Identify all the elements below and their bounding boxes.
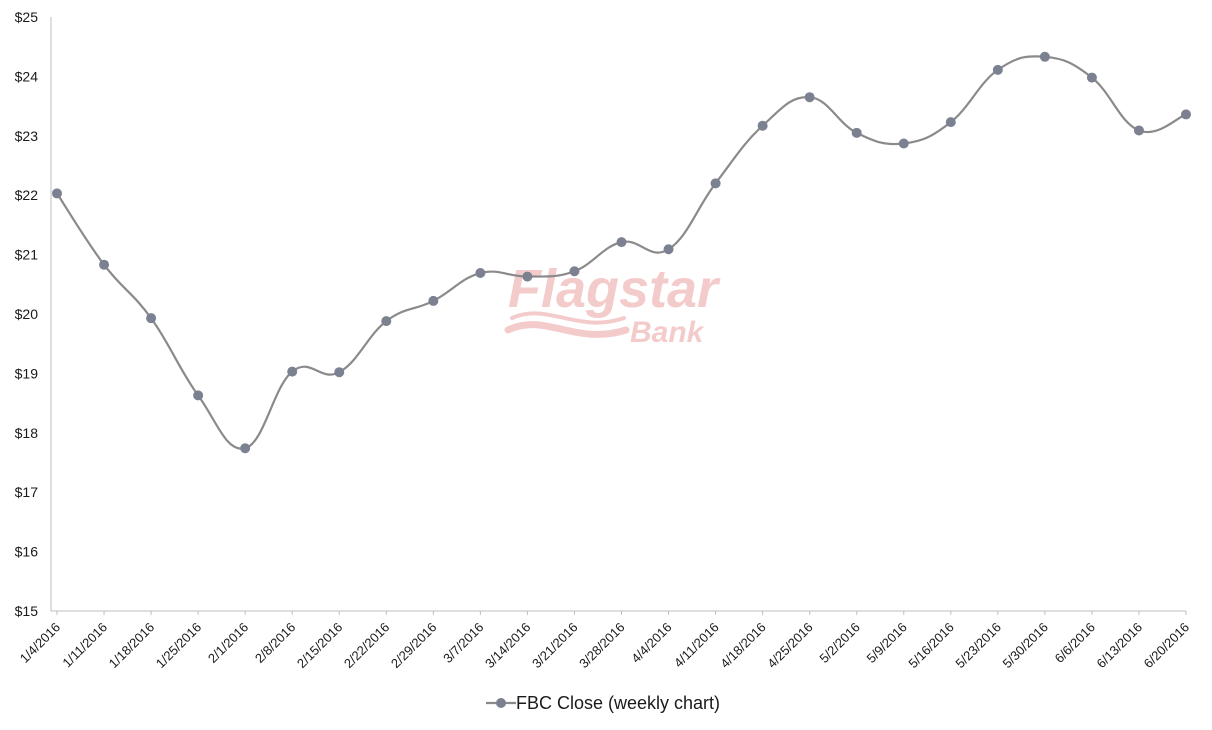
x-tick-label: 5/23/2016 bbox=[952, 620, 1004, 672]
data-point bbox=[945, 117, 956, 128]
data-point bbox=[616, 237, 627, 248]
y-tick-label: $16 bbox=[15, 544, 39, 560]
x-tick-label: 4/25/2016 bbox=[764, 620, 816, 672]
x-tick-label: 6/13/2016 bbox=[1094, 620, 1146, 672]
watermark-sub-text: Bank bbox=[630, 316, 705, 349]
y-tick-label: $19 bbox=[15, 365, 39, 381]
y-axis-ticks: $15 $16 $17 $18 $19 $20 $21 $22 $23 $24 $25 bbox=[15, 9, 39, 619]
x-tick-label: 2/8/2016 bbox=[252, 620, 298, 666]
watermark-wave-icon bbox=[504, 321, 630, 338]
data-point bbox=[804, 92, 815, 103]
data-point bbox=[663, 244, 674, 255]
data-point bbox=[193, 390, 204, 401]
data-point bbox=[569, 266, 580, 277]
y-tick-label: $15 bbox=[15, 603, 39, 619]
x-tick-label: 1/25/2016 bbox=[153, 620, 205, 672]
x-tick-label: 3/14/2016 bbox=[482, 620, 534, 672]
y-tick-label: $18 bbox=[15, 425, 39, 441]
x-tick-label: 6/6/2016 bbox=[1052, 620, 1098, 666]
data-point bbox=[1133, 125, 1144, 136]
data-point bbox=[428, 295, 439, 306]
y-tick-label: $22 bbox=[15, 187, 39, 203]
x-tick-label: 5/2/2016 bbox=[816, 620, 862, 666]
data-point bbox=[52, 188, 62, 199]
data-point bbox=[475, 268, 486, 279]
y-tick-label: $17 bbox=[15, 484, 39, 500]
y-tick-label: $25 bbox=[15, 9, 39, 25]
x-tick-label: 3/28/2016 bbox=[576, 620, 628, 672]
series-layer bbox=[52, 51, 1191, 454]
x-tick-label: 6/20/2016 bbox=[1141, 620, 1193, 672]
data-point bbox=[381, 316, 392, 327]
y-tick-label: $21 bbox=[15, 247, 39, 263]
flagstar-bank-watermark: Flagstar Bank bbox=[504, 259, 721, 349]
x-tick-label: 4/11/2016 bbox=[671, 620, 722, 671]
data-point bbox=[898, 138, 909, 149]
data-point bbox=[334, 367, 345, 378]
x-tick-label: 5/9/2016 bbox=[863, 620, 909, 666]
x-tick-label: 1/11/2016 bbox=[59, 620, 110, 671]
x-tick-label: 4/18/2016 bbox=[717, 620, 769, 672]
legend: FBC Close (weekly chart) bbox=[486, 693, 720, 713]
y-tick-label: $24 bbox=[15, 68, 39, 84]
data-point bbox=[240, 443, 251, 454]
data-point bbox=[851, 127, 862, 138]
data-point bbox=[146, 313, 157, 324]
x-tick-label: 4/4/2016 bbox=[628, 620, 674, 666]
x-tick-label: 1/18/2016 bbox=[106, 620, 158, 672]
y-tick-label: $20 bbox=[15, 306, 39, 322]
data-point bbox=[1039, 51, 1050, 62]
data-point bbox=[710, 178, 721, 189]
data-point bbox=[992, 64, 1003, 75]
chart-axes bbox=[50, 17, 1186, 612]
x-tick-label: 1/4/2016 bbox=[17, 620, 63, 666]
watermark-brand-text: Flagstar bbox=[508, 259, 721, 319]
data-point bbox=[99, 259, 110, 270]
x-tick-label: 3/21/2016 bbox=[529, 620, 581, 672]
data-point bbox=[1181, 109, 1191, 120]
watermark-wave-icon-2 bbox=[510, 311, 626, 325]
series-line bbox=[56, 55, 1187, 450]
y-tick-label: $23 bbox=[15, 128, 39, 144]
data-point bbox=[287, 366, 298, 377]
x-tick-label: 2/1/2016 bbox=[205, 620, 251, 666]
data-point bbox=[1086, 72, 1097, 83]
x-tick-label: 2/15/2016 bbox=[294, 620, 346, 672]
data-point bbox=[522, 271, 533, 282]
data-point bbox=[757, 120, 768, 131]
x-tick-label: 2/22/2016 bbox=[341, 620, 393, 672]
legend-label: FBC Close (weekly chart) bbox=[516, 693, 720, 713]
x-tick-label: 3/7/2016 bbox=[440, 620, 486, 666]
x-tick-label: 5/30/2016 bbox=[999, 620, 1051, 672]
x-tick-label: 2/29/2016 bbox=[388, 620, 440, 672]
legend-marker-icon bbox=[496, 698, 506, 708]
x-tick-label: 5/16/2016 bbox=[905, 620, 957, 672]
